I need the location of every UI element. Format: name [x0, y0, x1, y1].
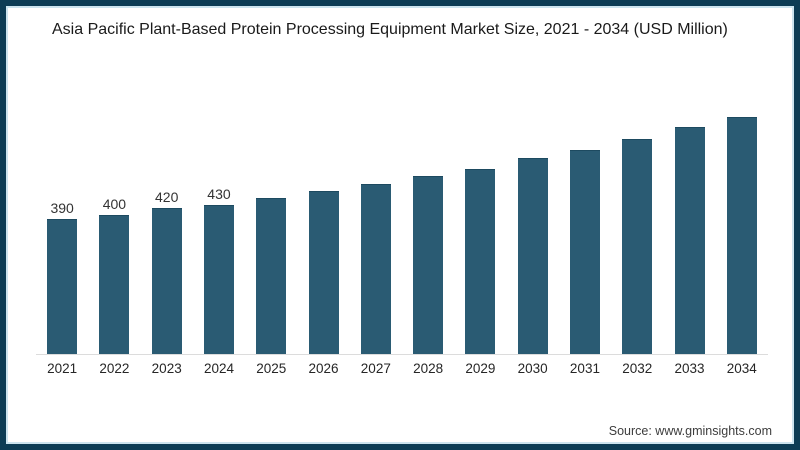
bar-column-2031 [559, 84, 611, 354]
bar-column-2033 [663, 84, 715, 354]
bar-column-2028 [402, 84, 454, 354]
bar-column-2023: 420 [141, 84, 193, 354]
bar-column-2029 [454, 84, 506, 354]
bar-2023 [151, 208, 182, 354]
bar-value-label-2023: 420 [155, 189, 179, 205]
chart-title: Asia Pacific Plant-Based Protein Process… [52, 21, 728, 38]
bar-2031 [569, 150, 600, 354]
x-axis-label-2025: 2025 [256, 361, 287, 376]
x-axis-label-2021: 2021 [47, 361, 78, 376]
plot-area: 390 400 420 430 [36, 84, 768, 355]
x-axis-label-2026: 2026 [308, 361, 339, 376]
bar-column-2034 [716, 84, 768, 354]
bar-column-2024: 430 [193, 84, 245, 354]
bar-2027 [360, 184, 391, 354]
bar-column-2025 [245, 84, 297, 354]
x-axis-label-2034: 2034 [726, 361, 757, 376]
bar-column-2032 [611, 84, 663, 354]
bar-2021 [47, 219, 78, 354]
x-axis-label-2029: 2029 [465, 361, 496, 376]
x-axis-labels: 2021 2022 2023 2024 2025 2026 2027 2028 2029 2030… [36, 362, 768, 376]
bar-2022 [99, 215, 130, 354]
bar-2024 [203, 205, 234, 354]
bar-2026 [308, 191, 339, 354]
bar-2033 [674, 127, 705, 354]
x-axis-label-2030: 2030 [517, 361, 548, 376]
bar-2030 [517, 158, 548, 354]
bar-2032 [622, 139, 653, 354]
source-attribution: Source: www.gminsights.com [608, 424, 772, 438]
bar-column-2026 [297, 84, 349, 354]
bar-value-label-2021: 390 [50, 200, 74, 216]
bar-2028 [413, 176, 444, 354]
x-axis-label-2033: 2033 [674, 361, 705, 376]
bar-column-2022: 400 [88, 84, 140, 354]
x-axis-label-2032: 2032 [622, 361, 653, 376]
x-axis-label-2027: 2027 [360, 361, 391, 376]
x-axis-label-2022: 2022 [99, 361, 130, 376]
x-axis-label-2023: 2023 [151, 361, 182, 376]
bar-value-label-2024: 430 [207, 186, 231, 202]
x-axis-label-2028: 2028 [413, 361, 444, 376]
bar-chart: 390 400 420 430 2021 2022 2023 2024 2025 2026 202… [36, 84, 768, 376]
bar-2029 [465, 169, 496, 354]
x-axis-label-2024: 2024 [203, 361, 234, 376]
bar-2034 [726, 117, 757, 354]
bar-column-2027 [350, 84, 402, 354]
bar-column-2021: 390 [36, 84, 88, 354]
x-axis-label-2031: 2031 [569, 361, 600, 376]
bar-column-2030 [507, 84, 559, 354]
bar-2025 [256, 198, 287, 354]
bar-value-label-2022: 400 [102, 196, 127, 212]
